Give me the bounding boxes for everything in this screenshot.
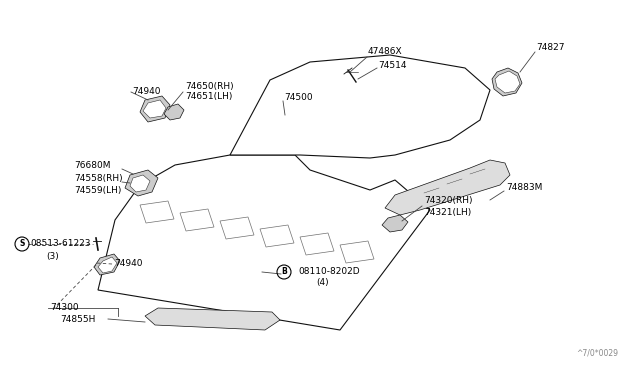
Text: 74651(LH): 74651(LH) (185, 93, 232, 102)
Text: 74940: 74940 (114, 260, 143, 269)
Text: 74300: 74300 (50, 304, 79, 312)
Polygon shape (94, 254, 120, 275)
Polygon shape (125, 170, 158, 196)
Text: 74650(RH): 74650(RH) (185, 81, 234, 90)
Polygon shape (220, 217, 254, 239)
Text: 74940: 74940 (132, 87, 161, 96)
Text: 47486X: 47486X (368, 48, 403, 57)
Text: 76680M: 76680M (74, 161, 111, 170)
Text: S: S (19, 240, 25, 248)
Text: 74883M: 74883M (506, 183, 542, 192)
Polygon shape (382, 215, 408, 232)
Text: 74321(LH): 74321(LH) (424, 208, 471, 217)
Polygon shape (385, 160, 510, 215)
Text: 74558(RH): 74558(RH) (74, 173, 123, 183)
Polygon shape (300, 233, 334, 255)
Polygon shape (492, 68, 522, 96)
Polygon shape (260, 225, 294, 247)
Text: 08110-8202D: 08110-8202D (298, 267, 360, 276)
Polygon shape (145, 308, 280, 330)
Text: ^7/0*0029: ^7/0*0029 (576, 349, 618, 358)
Text: (3): (3) (46, 251, 59, 260)
Polygon shape (164, 104, 184, 120)
Polygon shape (143, 100, 166, 118)
Polygon shape (230, 55, 490, 158)
Text: 74514: 74514 (378, 61, 406, 70)
Text: B: B (281, 267, 287, 276)
Polygon shape (495, 71, 520, 93)
Polygon shape (98, 155, 430, 330)
Polygon shape (140, 201, 174, 223)
Polygon shape (130, 175, 150, 192)
Text: 74855H: 74855H (60, 315, 95, 324)
Text: 74827: 74827 (536, 44, 564, 52)
Text: 74500: 74500 (284, 93, 312, 103)
Text: 74559(LH): 74559(LH) (74, 186, 122, 195)
Text: 08513-61223: 08513-61223 (30, 240, 90, 248)
Polygon shape (180, 209, 214, 231)
Text: 74320(RH): 74320(RH) (424, 196, 472, 205)
Polygon shape (98, 257, 117, 273)
Text: (4): (4) (316, 279, 328, 288)
Polygon shape (340, 241, 374, 263)
Polygon shape (140, 96, 170, 122)
